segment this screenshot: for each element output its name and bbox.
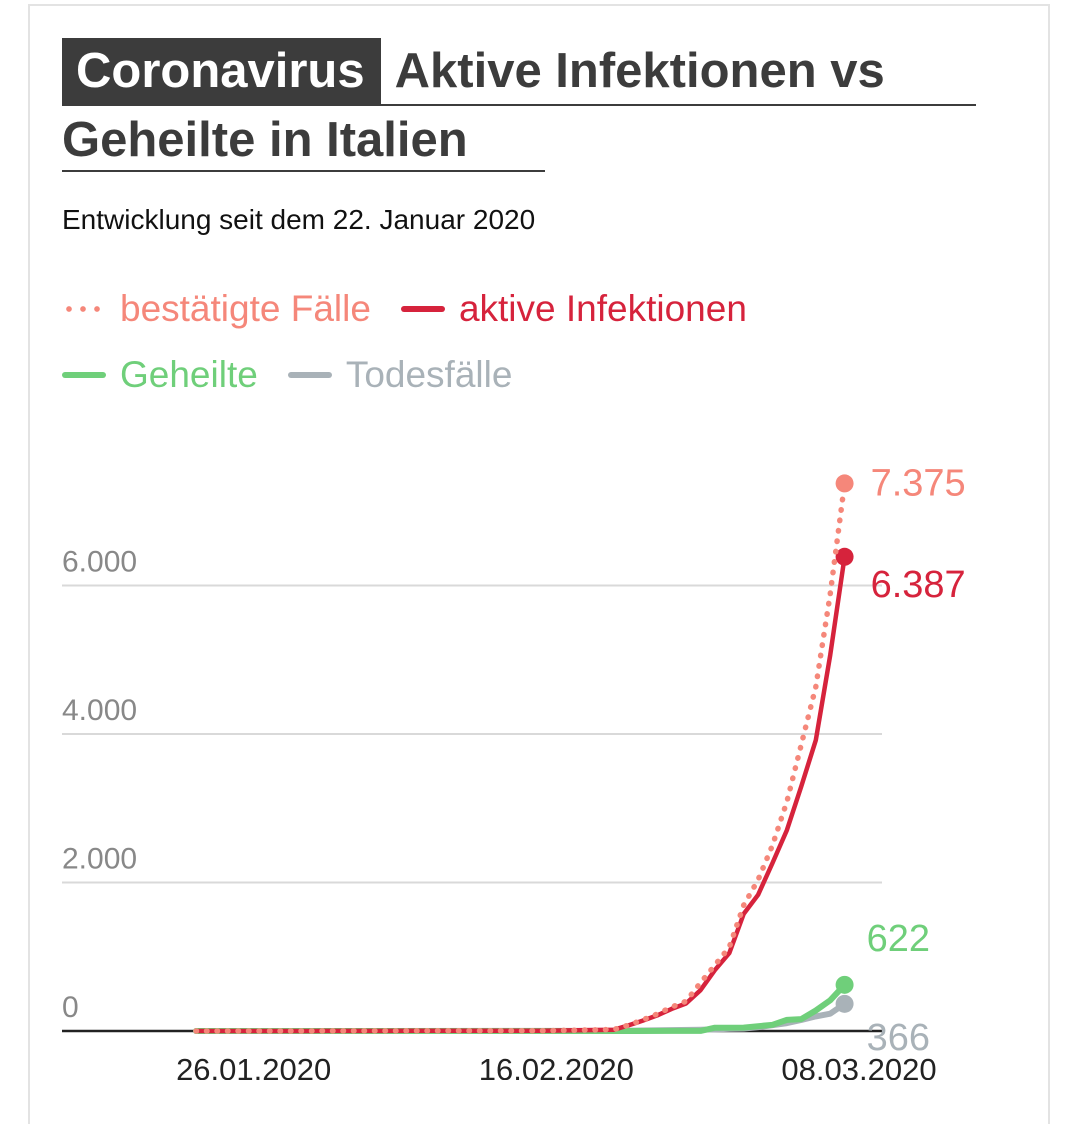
legend-item-confirmed: bestätigte Fälle — [62, 288, 371, 330]
series-endpoint-confirmed — [835, 474, 854, 493]
line-chart: 0 2.000 4.000 6.000 26.01.2020 16.02.2020 08.0… — [62, 462, 966, 1080]
title-underline-2 — [62, 170, 545, 172]
x-tick-label: 16.02.2020 — [479, 1052, 634, 1080]
x-tick-label: 08.03.2020 — [781, 1052, 936, 1080]
end-label-recovered: 622 — [867, 918, 930, 960]
series-line-recovered — [193, 981, 848, 1034]
legend-swatch-recovered — [62, 372, 106, 378]
legend-label-deaths: Todesfälle — [345, 354, 513, 395]
series-endpoint-recovered — [835, 975, 854, 994]
y-tick-label: 2.000 — [62, 843, 137, 876]
legend-item-deaths: Todesfälle — [287, 354, 513, 396]
legend-swatch-deaths — [287, 372, 332, 378]
legend-swatch-active — [400, 306, 445, 312]
legend-item-active: aktive Infektionen — [400, 288, 747, 330]
legend-label-recovered: Geheilte — [120, 354, 258, 395]
title-line-1: Coronavirus Aktive Infektionen vs — [62, 38, 992, 104]
y-tick-label: 4.000 — [62, 694, 137, 727]
title-underline-1 — [62, 104, 976, 106]
chart-card — [28, 4, 1050, 1124]
title-badge: Coronavirus — [62, 38, 381, 104]
x-tick-label: 26.01.2020 — [176, 1052, 331, 1080]
chart-subtitle: Entwicklung seit dem 22. Januar 2020 — [62, 204, 536, 235]
y-tick-label: 6.000 — [62, 546, 137, 579]
end-label-confirmed: 7.375 — [871, 462, 966, 504]
legend-row-1: bestätigte Fälle aktive Infektionen — [62, 286, 777, 332]
series-line-active — [193, 554, 847, 1034]
y-tick-label: 0 — [62, 991, 79, 1024]
chart-title: Coronavirus Aktive Infektionen vs Geheilt… — [62, 38, 992, 172]
legend-swatch-confirmed — [62, 306, 106, 312]
end-label-active: 6.387 — [871, 564, 966, 606]
series-endpoint-deaths — [835, 994, 854, 1013]
series-endpoint-active — [835, 547, 854, 566]
legend-label-active: aktive Infektionen — [458, 288, 747, 329]
title-line-1-text: Aktive Infektionen vs — [394, 44, 885, 98]
series-line-confirmed — [193, 480, 848, 1034]
chart-legend: bestätigte Fälle aktive Infektionen Gehe… — [62, 286, 777, 418]
title-line-2: Geheilte in Italien — [62, 113, 468, 167]
end-label-deaths: 366 — [867, 1017, 930, 1059]
legend-row-2: Geheilte Todesfälle — [62, 352, 777, 398]
legend-label-confirmed: bestätigte Fälle — [120, 288, 371, 329]
legend-item-recovered: Geheilte — [62, 354, 258, 396]
